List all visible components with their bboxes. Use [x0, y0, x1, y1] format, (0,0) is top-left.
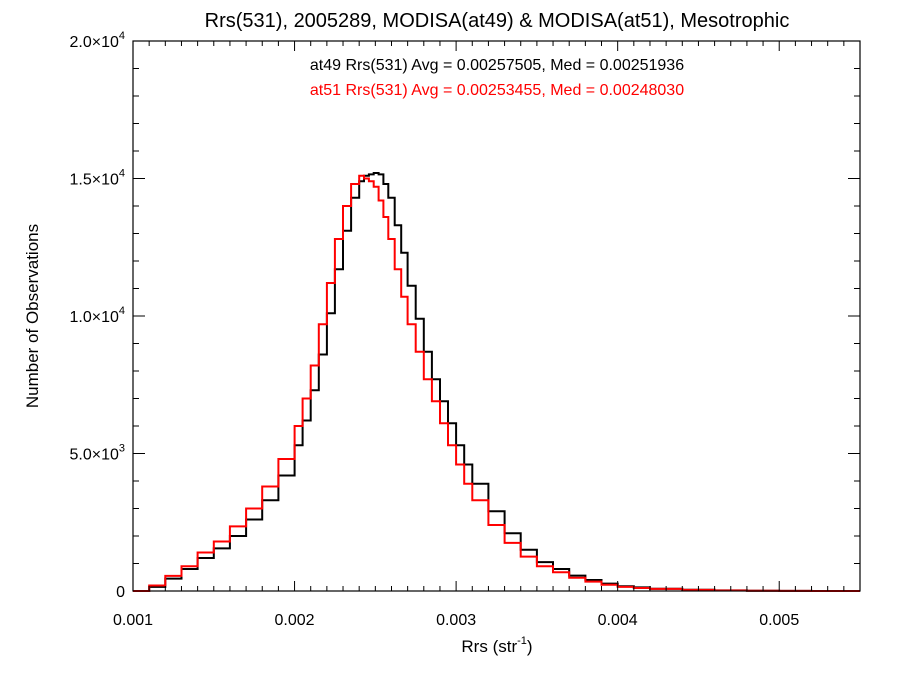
x-axis-label-text: Rrs — [461, 637, 487, 656]
y-tick-label: 2.0×104 — [69, 30, 125, 51]
x-tick-label: 0.003 — [436, 612, 476, 629]
y-tick-label: 0 — [116, 584, 125, 601]
x-tick-label: 0.005 — [759, 612, 799, 629]
y-tick-label: 1.0×104 — [69, 305, 125, 326]
y-tick-label: 5.0×103 — [69, 443, 125, 464]
annotation-1: at49 Rrs(531) Avg = 0.00257505, Med = 0.… — [310, 57, 684, 74]
annotation-2: at51 Rrs(531) Avg = 0.00253455, Med = 0.… — [310, 82, 684, 99]
x-tick-label: 0.001 — [113, 612, 153, 629]
series-layer — [133, 172, 860, 592]
series-2-line — [133, 174, 860, 592]
y-tick-label: 1.5×104 — [69, 168, 125, 189]
x-axis-label: Rrs (str-1) — [461, 635, 532, 656]
x-axis-label-unit: (str — [493, 637, 518, 656]
chart-title: Rrs(531), 2005289, MODISA(at49) & MODISA… — [205, 10, 790, 32]
x-tick-label: 0.002 — [275, 612, 315, 629]
x-tick-label: 0.004 — [598, 612, 638, 629]
axes: 0.001 0.002 0.003 0.004 0.005 0 5.0×103 1.0×104… — [69, 30, 861, 629]
y-axis-label: Number of Observations — [23, 224, 42, 408]
x-axis-label-unit-close: ) — [527, 637, 533, 656]
annotations: at49 Rrs(531) Avg = 0.00257505, Med = 0.… — [310, 57, 684, 99]
x-axis-label-unit-exponent: -1 — [517, 635, 527, 647]
